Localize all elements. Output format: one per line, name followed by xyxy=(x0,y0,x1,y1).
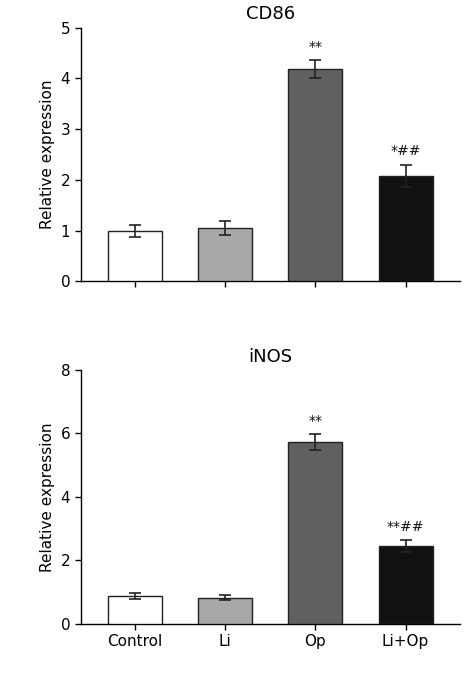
Bar xyxy=(108,596,162,624)
Bar xyxy=(379,176,433,281)
Text: **: ** xyxy=(308,414,322,428)
Title: CD86: CD86 xyxy=(246,6,295,24)
Bar xyxy=(198,228,252,281)
Text: **##: **## xyxy=(387,520,424,534)
Bar xyxy=(108,231,162,281)
Bar xyxy=(288,442,342,624)
Text: **: ** xyxy=(308,40,322,54)
Text: *##: *## xyxy=(391,144,421,158)
Title: iNOS: iNOS xyxy=(248,348,292,366)
Bar xyxy=(288,69,342,281)
Bar xyxy=(379,546,433,624)
Y-axis label: Relative expression: Relative expression xyxy=(40,80,55,229)
Bar xyxy=(198,597,252,624)
Y-axis label: Relative expression: Relative expression xyxy=(40,422,55,572)
